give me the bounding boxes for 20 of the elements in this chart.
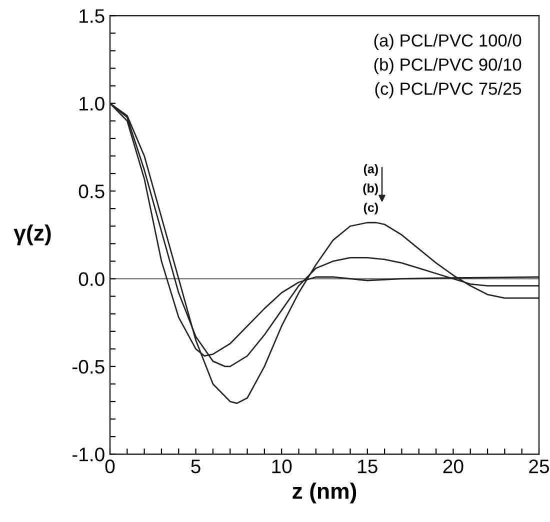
annotation: (c) — [364, 202, 378, 214]
annotation: (c) PCL/PVC 75/25 — [375, 82, 522, 98]
x-tick-label: 25 — [529, 460, 549, 474]
x-tick-label: 10 — [272, 460, 292, 474]
annotation: (a) — [364, 164, 378, 176]
x-tick-label: 20 — [443, 460, 464, 474]
annotation: (b) PCL/PVC 90/10 — [374, 58, 522, 74]
x-tick-label: 0 — [105, 460, 115, 474]
annotation: (b) — [363, 183, 378, 196]
y-tick-label: -1.0 — [72, 448, 104, 462]
x-tick-label: 15 — [358, 460, 378, 474]
y-tick-label: -0.5 — [72, 360, 104, 374]
y-tick-label: 1.0 — [80, 96, 104, 111]
y-tick-label: 0.0 — [78, 272, 104, 286]
x-tick-label: 5 — [191, 460, 200, 474]
y-axis-title: γ(z) — [14, 224, 51, 246]
x-axis-title: z (nm) — [292, 482, 356, 504]
y-tick-label: 0.5 — [78, 184, 104, 198]
annotation: (a) PCL/PVC 100/0 — [374, 34, 522, 50]
y-tick-label: 1.5 — [80, 9, 104, 23]
